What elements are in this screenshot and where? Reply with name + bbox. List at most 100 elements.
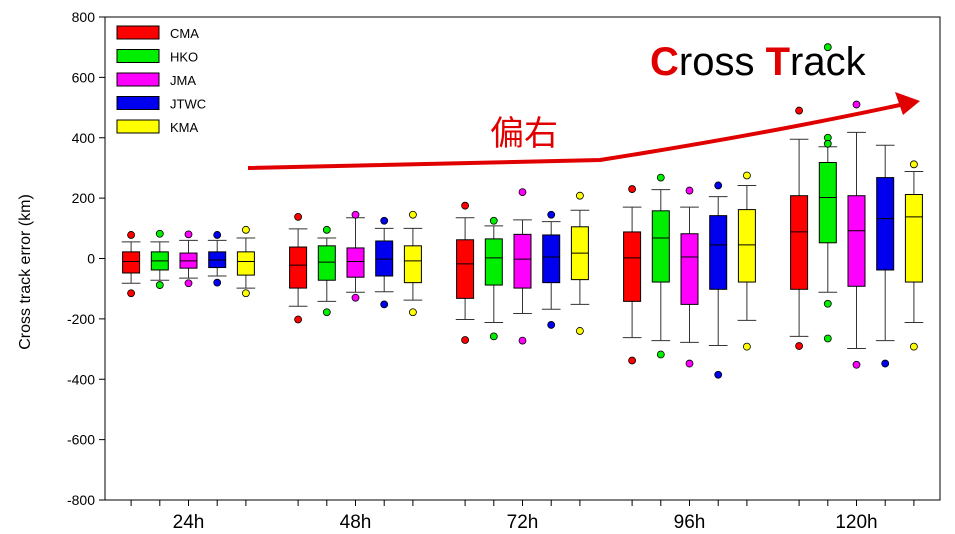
outlier-point	[408, 210, 417, 219]
box-body	[623, 231, 642, 302]
box-jma-24h	[179, 230, 198, 288]
y-tick-label: -600	[67, 432, 95, 448]
outlier-point	[322, 308, 331, 317]
box-body	[456, 239, 475, 299]
outlier-point	[823, 43, 832, 52]
y-tick-label: 0	[87, 251, 95, 267]
box-hko-96h	[651, 173, 671, 359]
outlier-point	[461, 201, 470, 210]
box-body	[542, 234, 561, 284]
outlier-point	[656, 173, 665, 182]
box-cma-120h	[789, 106, 809, 350]
legend-label-jma: JMA	[170, 73, 196, 88]
outlier-point	[685, 359, 694, 368]
outlier-point	[241, 289, 250, 298]
legend: CMA HKO JMA JTWC KMA	[116, 25, 206, 135]
box-body	[236, 251, 255, 276]
box-series	[121, 43, 924, 379]
box-cma-96h	[622, 185, 642, 365]
outlier-point	[823, 299, 832, 308]
trend-arrow	[247, 92, 920, 170]
outlier-point	[743, 171, 751, 180]
outlier-point	[881, 359, 890, 368]
outlier-point	[743, 342, 751, 351]
outlier-point	[685, 186, 694, 195]
box-hko-72h	[484, 216, 504, 341]
outlier-point	[518, 336, 527, 345]
outlier-point	[351, 210, 360, 219]
outlier-point	[127, 289, 136, 298]
box-kma-48h	[403, 210, 423, 317]
outlier-point	[294, 315, 303, 324]
box-body	[346, 247, 365, 278]
x-category-label: 24h	[173, 512, 205, 533]
legend-label-cma: CMA	[170, 26, 199, 41]
box-jtwc-48h	[374, 216, 394, 309]
legend-label-jtwc: JTWC	[170, 97, 206, 112]
cross-track-title: Cross Track	[650, 40, 867, 84]
box-jma-48h	[346, 210, 365, 302]
x-category-label: 48h	[340, 512, 372, 533]
box-kma-72h	[570, 191, 590, 335]
box-body	[904, 194, 923, 283]
outlier-point	[852, 360, 861, 369]
legend-label-kma: KMA	[170, 120, 199, 135]
box-cma-72h	[455, 201, 475, 344]
title-rest-1: ross	[679, 40, 766, 84]
outlier-point	[547, 321, 556, 329]
outlier-point	[547, 210, 556, 219]
legend-swatch-cma	[116, 25, 160, 40]
box-hko-48h	[317, 225, 337, 317]
box-body	[709, 215, 728, 290]
legend-label-hko: HKO	[170, 50, 198, 65]
outlier-point	[322, 225, 331, 234]
outlier-point	[714, 181, 723, 190]
box-body	[790, 195, 809, 290]
outlier-point	[241, 225, 250, 234]
y-axis-label: Cross track error (km)	[17, 194, 34, 350]
legend-swatch-kma	[116, 119, 160, 134]
x-axis: 24h 48h 72h 96h 120h	[130, 500, 915, 533]
outlier-point	[795, 342, 803, 350]
box-body	[876, 177, 895, 271]
box-hko-120h	[818, 43, 838, 343]
box-body	[651, 210, 670, 283]
outlier-point	[380, 300, 389, 309]
outlier-point	[155, 281, 164, 289]
box-kma-96h	[737, 171, 757, 351]
outlier-point	[408, 308, 417, 317]
box-cma-48h	[288, 212, 308, 324]
y-tick-label: 400	[72, 130, 96, 146]
box-hko-24h	[150, 229, 170, 289]
outlier-point	[628, 185, 636, 193]
outlier-point	[213, 278, 222, 287]
outlier-point	[489, 216, 498, 225]
y-tick-label: 800	[72, 9, 96, 25]
title-letter-t: T	[766, 40, 790, 84]
box-body	[737, 209, 756, 283]
x-category-label: 96h	[674, 512, 706, 533]
outlier-point	[910, 160, 918, 169]
x-category-label: 72h	[507, 512, 539, 533]
outlier-point	[351, 293, 360, 302]
y-tick-label: -400	[67, 371, 95, 387]
outlier-point	[576, 327, 584, 335]
outlier-point	[294, 212, 303, 221]
outlier-point	[489, 332, 498, 341]
box-body	[289, 246, 308, 289]
trend-arrow-head	[895, 92, 920, 115]
box-jma-120h	[847, 100, 866, 369]
box-jtwc-24h	[207, 231, 227, 287]
box-jtwc-72h	[541, 210, 561, 329]
outlier-point	[155, 229, 164, 238]
y-tick-label: -200	[67, 311, 95, 327]
box-body	[847, 195, 866, 287]
outlier-point	[380, 216, 389, 225]
outlier-point	[213, 231, 222, 239]
x-category-label: 120h	[835, 512, 877, 533]
box-body	[122, 251, 141, 274]
y-tick-label: -800	[67, 492, 95, 508]
title-letter-c: C	[650, 40, 679, 84]
outlier-point	[576, 191, 584, 200]
